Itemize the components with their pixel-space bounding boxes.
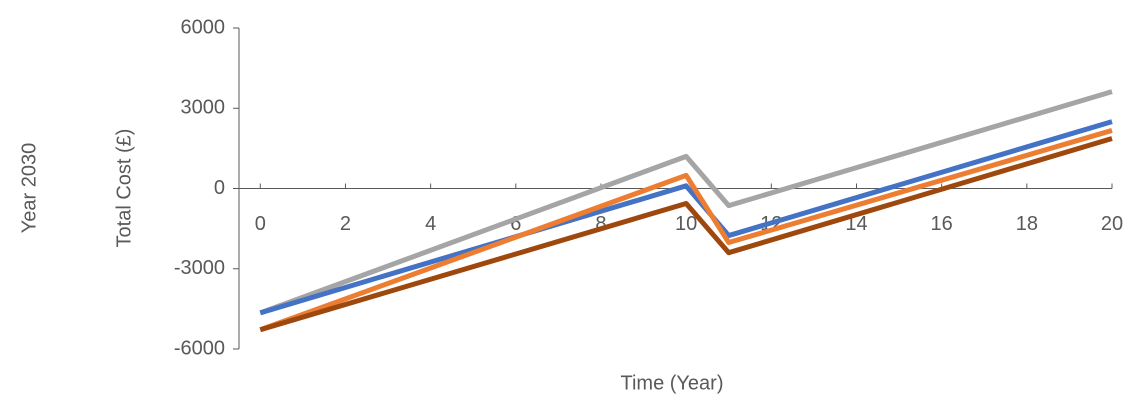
y-tick-label: -3000 (174, 257, 225, 279)
x-tick-label: 18 (1016, 213, 1038, 235)
x-tick-label: 20 (1101, 213, 1123, 235)
x-axis-label: Time (Year) (621, 372, 724, 394)
x-tick-label: 2 (340, 213, 351, 235)
y-axis-label: Total Cost (£) (113, 129, 135, 248)
y-tick-label: 6000 (181, 16, 226, 38)
y-tick-label: 3000 (181, 97, 226, 119)
x-tick-label: 16 (931, 213, 953, 235)
series-line (259, 89, 1113, 316)
y-tick-label: 0 (214, 177, 225, 199)
y-tick-label: -6000 (174, 337, 225, 359)
series-line (259, 136, 1113, 333)
x-tick-label: 0 (255, 213, 266, 235)
x-tick-label: 4 (425, 213, 436, 235)
series-line (259, 128, 1113, 333)
side-title: Year 2030 (18, 143, 40, 233)
x-tick-label: 8 (595, 213, 606, 235)
x-tick-label: 6 (510, 213, 521, 235)
x-tick-label: 10 (675, 213, 697, 235)
